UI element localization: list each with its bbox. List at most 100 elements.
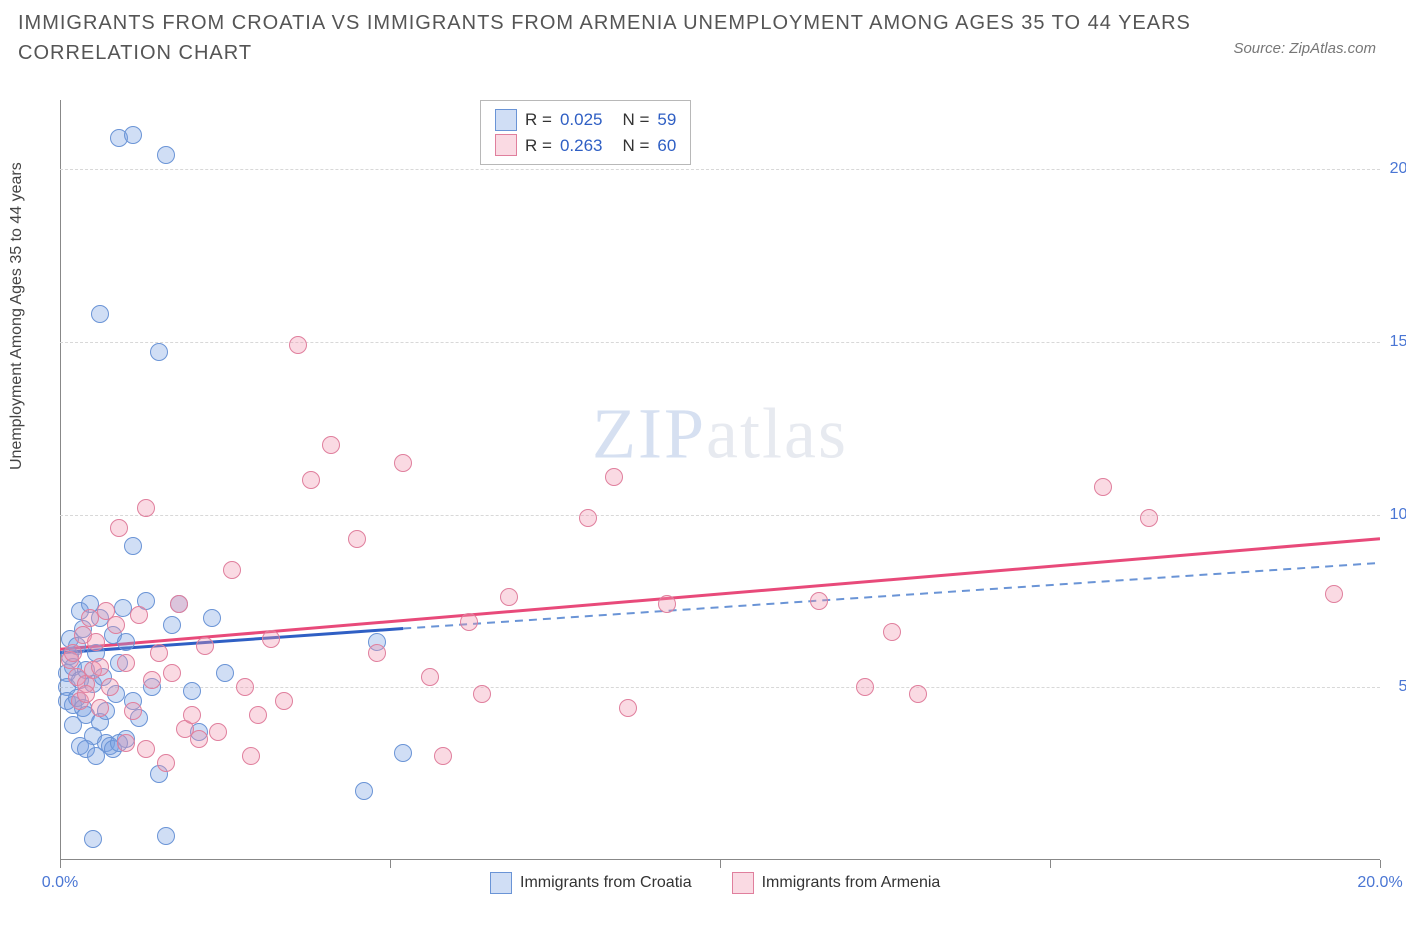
data-point bbox=[124, 126, 142, 144]
data-point bbox=[143, 671, 161, 689]
r-value-croatia: 0.025 bbox=[560, 107, 603, 133]
data-point bbox=[124, 702, 142, 720]
data-point bbox=[500, 588, 518, 606]
data-point bbox=[348, 530, 366, 548]
x-tick bbox=[1380, 860, 1381, 868]
data-point bbox=[117, 734, 135, 752]
x-tick bbox=[390, 860, 391, 868]
data-point bbox=[216, 664, 234, 682]
data-point bbox=[1325, 585, 1343, 603]
data-point bbox=[117, 654, 135, 672]
watermark-atlas: atlas bbox=[706, 394, 848, 474]
data-point bbox=[150, 644, 168, 662]
data-point bbox=[137, 499, 155, 517]
data-point bbox=[883, 623, 901, 641]
y-axis-label: Unemployment Among Ages 35 to 44 years bbox=[8, 162, 26, 470]
data-point bbox=[434, 747, 452, 765]
data-point bbox=[117, 633, 135, 651]
data-point bbox=[91, 658, 109, 676]
data-point bbox=[137, 740, 155, 758]
data-point bbox=[394, 454, 412, 472]
grid-line bbox=[60, 169, 1380, 170]
data-point bbox=[124, 537, 142, 555]
data-point bbox=[605, 468, 623, 486]
data-point bbox=[658, 595, 676, 613]
series-label-croatia: Immigrants from Croatia bbox=[520, 874, 692, 892]
scatter-plot-area: ZIPatlas R = 0.025 N = 59 R = 0.263 N = … bbox=[60, 100, 1380, 860]
data-point bbox=[209, 723, 227, 741]
data-point bbox=[183, 706, 201, 724]
swatch-armenia bbox=[495, 134, 517, 156]
y-tick-label: 20.0% bbox=[1390, 160, 1406, 178]
x-tick-label: 0.0% bbox=[42, 874, 78, 892]
r-label: R = bbox=[525, 107, 552, 133]
data-point bbox=[394, 744, 412, 762]
watermark: ZIPatlas bbox=[592, 393, 848, 476]
data-point bbox=[460, 613, 478, 631]
data-point bbox=[203, 609, 221, 627]
data-point bbox=[101, 678, 119, 696]
data-point bbox=[91, 305, 109, 323]
legend-row-croatia: R = 0.025 N = 59 bbox=[495, 107, 676, 133]
series-label-armenia: Immigrants from Armenia bbox=[762, 874, 941, 892]
swatch-armenia bbox=[732, 872, 754, 894]
data-point bbox=[579, 509, 597, 527]
legend-item-croatia: Immigrants from Croatia bbox=[490, 872, 692, 894]
data-point bbox=[64, 644, 82, 662]
swatch-croatia bbox=[490, 872, 512, 894]
data-point bbox=[130, 606, 148, 624]
data-point bbox=[163, 664, 181, 682]
data-point bbox=[236, 678, 254, 696]
data-point bbox=[81, 609, 99, 627]
data-point bbox=[355, 782, 373, 800]
data-point bbox=[157, 146, 175, 164]
data-point bbox=[196, 637, 214, 655]
data-point bbox=[190, 730, 208, 748]
data-point bbox=[473, 685, 491, 703]
data-point bbox=[302, 471, 320, 489]
y-tick-label: 15.0% bbox=[1390, 333, 1406, 351]
data-point bbox=[619, 699, 637, 717]
n-label: N = bbox=[622, 133, 649, 159]
watermark-zip: ZIP bbox=[592, 394, 706, 474]
x-tick bbox=[1050, 860, 1051, 868]
data-point bbox=[810, 592, 828, 610]
data-point bbox=[87, 747, 105, 765]
grid-line bbox=[60, 342, 1380, 343]
legend-item-armenia: Immigrants from Armenia bbox=[732, 872, 941, 894]
data-point bbox=[150, 343, 168, 361]
data-point bbox=[157, 827, 175, 845]
data-point bbox=[1140, 509, 1158, 527]
n-value-croatia: 59 bbox=[657, 107, 676, 133]
data-point bbox=[84, 830, 102, 848]
data-point bbox=[77, 685, 95, 703]
y-tick-label: 5.0% bbox=[1399, 678, 1406, 696]
series-legend: Immigrants from Croatia Immigrants from … bbox=[490, 872, 940, 894]
data-point bbox=[289, 336, 307, 354]
data-point bbox=[114, 599, 132, 617]
n-value-armenia: 60 bbox=[657, 133, 676, 159]
x-tick-label: 20.0% bbox=[1357, 874, 1402, 892]
n-label: N = bbox=[622, 107, 649, 133]
data-point bbox=[87, 633, 105, 651]
x-tick bbox=[720, 860, 721, 868]
x-tick bbox=[60, 860, 61, 868]
data-point bbox=[368, 644, 386, 662]
data-point bbox=[183, 682, 201, 700]
legend-row-armenia: R = 0.263 N = 60 bbox=[495, 133, 676, 159]
data-point bbox=[909, 685, 927, 703]
grid-line bbox=[60, 515, 1380, 516]
data-point bbox=[242, 747, 260, 765]
r-label: R = bbox=[525, 133, 552, 159]
data-point bbox=[322, 436, 340, 454]
swatch-croatia bbox=[495, 109, 517, 131]
data-point bbox=[157, 754, 175, 772]
data-point bbox=[856, 678, 874, 696]
source-credit: Source: ZipAtlas.com bbox=[1233, 40, 1376, 57]
data-point bbox=[1094, 478, 1112, 496]
data-point bbox=[275, 692, 293, 710]
data-point bbox=[91, 699, 109, 717]
r-value-armenia: 0.263 bbox=[560, 133, 603, 159]
data-point bbox=[223, 561, 241, 579]
data-point bbox=[421, 668, 439, 686]
